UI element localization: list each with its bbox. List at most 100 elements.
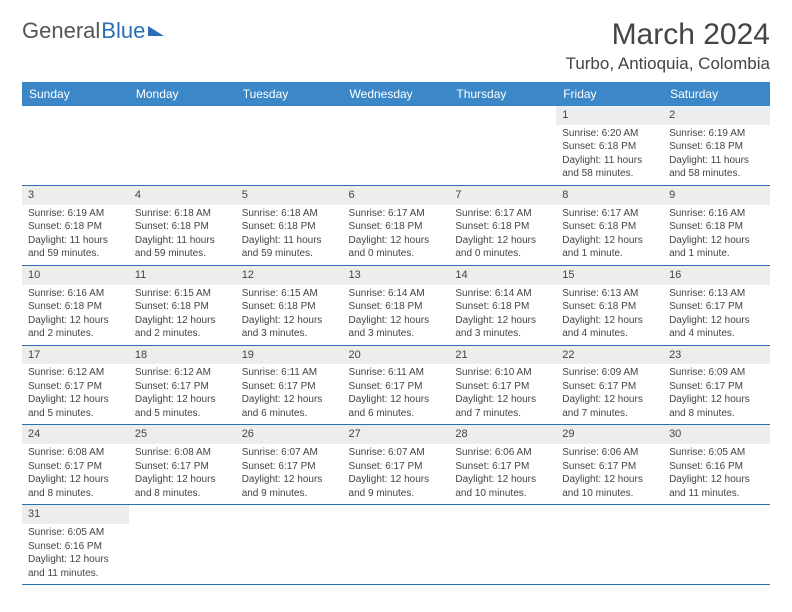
calendar-cell: 22Sunrise: 6:09 AMSunset: 6:17 PMDayligh… [556,345,663,425]
calendar-cell: 29Sunrise: 6:06 AMSunset: 6:17 PMDayligh… [556,425,663,505]
sunrise-text: Sunrise: 6:13 AM [669,287,764,301]
daylight-text: Daylight: 12 hours and 2 minutes. [28,314,123,341]
day-number: 15 [556,266,663,285]
day-body: Sunrise: 6:15 AMSunset: 6:18 PMDaylight:… [129,285,236,345]
sunrise-text: Sunrise: 6:18 AM [242,207,337,221]
calendar-cell: 20Sunrise: 6:11 AMSunset: 6:17 PMDayligh… [343,345,450,425]
calendar-cell: 8Sunrise: 6:17 AMSunset: 6:18 PMDaylight… [556,185,663,265]
calendar-cell [343,106,450,185]
sunrise-text: Sunrise: 6:09 AM [562,366,657,380]
sunset-text: Sunset: 6:18 PM [242,220,337,234]
day-number: 26 [236,425,343,444]
day-number: 30 [663,425,770,444]
location-subtitle: Turbo, Antioquia, Colombia [566,54,770,74]
calendar-row: 24Sunrise: 6:08 AMSunset: 6:17 PMDayligh… [22,425,770,505]
weekday-header: Friday [556,82,663,106]
day-body: Sunrise: 6:08 AMSunset: 6:17 PMDaylight:… [22,444,129,504]
day-number: 17 [22,346,129,365]
day-body: Sunrise: 6:14 AMSunset: 6:18 PMDaylight:… [449,285,556,345]
sunrise-text: Sunrise: 6:14 AM [455,287,550,301]
sunrise-text: Sunrise: 6:17 AM [455,207,550,221]
sunrise-text: Sunrise: 6:08 AM [135,446,230,460]
calendar-cell: 16Sunrise: 6:13 AMSunset: 6:17 PMDayligh… [663,265,770,345]
day-body: Sunrise: 6:05 AMSunset: 6:16 PMDaylight:… [22,524,129,584]
logo-text-2: Blue [101,18,145,44]
daylight-text: Daylight: 12 hours and 0 minutes. [349,234,444,261]
month-title: March 2024 [566,18,770,52]
calendar-row: 31Sunrise: 6:05 AMSunset: 6:16 PMDayligh… [22,505,770,585]
calendar-cell: 23Sunrise: 6:09 AMSunset: 6:17 PMDayligh… [663,345,770,425]
calendar-cell: 13Sunrise: 6:14 AMSunset: 6:18 PMDayligh… [343,265,450,345]
day-number: 24 [22,425,129,444]
sunrise-text: Sunrise: 6:08 AM [28,446,123,460]
day-body: Sunrise: 6:12 AMSunset: 6:17 PMDaylight:… [129,364,236,424]
sunset-text: Sunset: 6:17 PM [455,380,550,394]
daylight-text: Daylight: 12 hours and 9 minutes. [349,473,444,500]
daylight-text: Daylight: 12 hours and 3 minutes. [349,314,444,341]
page-header: GeneralBlue March 2024 Turbo, Antioquia,… [22,18,770,74]
sunrise-text: Sunrise: 6:09 AM [669,366,764,380]
day-body: Sunrise: 6:06 AMSunset: 6:17 PMDaylight:… [449,444,556,504]
sunset-text: Sunset: 6:18 PM [562,220,657,234]
day-body: Sunrise: 6:18 AMSunset: 6:18 PMDaylight:… [236,205,343,265]
day-body: Sunrise: 6:14 AMSunset: 6:18 PMDaylight:… [343,285,450,345]
calendar-cell: 18Sunrise: 6:12 AMSunset: 6:17 PMDayligh… [129,345,236,425]
daylight-text: Daylight: 12 hours and 2 minutes. [135,314,230,341]
calendar-cell [236,106,343,185]
day-body [343,110,450,164]
daylight-text: Daylight: 12 hours and 7 minutes. [562,393,657,420]
sunrise-text: Sunrise: 6:11 AM [242,366,337,380]
daylight-text: Daylight: 12 hours and 9 minutes. [242,473,337,500]
calendar-cell: 2Sunrise: 6:19 AMSunset: 6:18 PMDaylight… [663,106,770,185]
calendar-cell: 27Sunrise: 6:07 AMSunset: 6:17 PMDayligh… [343,425,450,505]
sunrise-text: Sunrise: 6:19 AM [28,207,123,221]
calendar-cell: 10Sunrise: 6:16 AMSunset: 6:18 PMDayligh… [22,265,129,345]
calendar-cell: 19Sunrise: 6:11 AMSunset: 6:17 PMDayligh… [236,345,343,425]
daylight-text: Daylight: 12 hours and 0 minutes. [455,234,550,261]
calendar-cell: 30Sunrise: 6:05 AMSunset: 6:16 PMDayligh… [663,425,770,505]
day-body [449,110,556,164]
daylight-text: Daylight: 12 hours and 11 minutes. [28,553,123,580]
calendar-cell: 25Sunrise: 6:08 AMSunset: 6:17 PMDayligh… [129,425,236,505]
day-number: 23 [663,346,770,365]
sunset-text: Sunset: 6:17 PM [28,460,123,474]
calendar-cell: 3Sunrise: 6:19 AMSunset: 6:18 PMDaylight… [22,185,129,265]
calendar-row: 3Sunrise: 6:19 AMSunset: 6:18 PMDaylight… [22,185,770,265]
day-number: 18 [129,346,236,365]
sunset-text: Sunset: 6:17 PM [135,380,230,394]
calendar-cell [663,505,770,585]
sunrise-text: Sunrise: 6:17 AM [349,207,444,221]
calendar-cell: 6Sunrise: 6:17 AMSunset: 6:18 PMDaylight… [343,185,450,265]
daylight-text: Daylight: 11 hours and 58 minutes. [669,154,764,181]
day-body [129,110,236,164]
sunrise-text: Sunrise: 6:16 AM [669,207,764,221]
daylight-text: Daylight: 12 hours and 8 minutes. [135,473,230,500]
sunset-text: Sunset: 6:18 PM [455,300,550,314]
sunrise-text: Sunrise: 6:11 AM [349,366,444,380]
daylight-text: Daylight: 12 hours and 6 minutes. [242,393,337,420]
sunset-text: Sunset: 6:17 PM [455,460,550,474]
day-body [22,110,129,164]
sunset-text: Sunset: 6:17 PM [242,380,337,394]
daylight-text: Daylight: 12 hours and 8 minutes. [28,473,123,500]
day-number: 22 [556,346,663,365]
sunset-text: Sunset: 6:17 PM [242,460,337,474]
sunset-text: Sunset: 6:18 PM [562,300,657,314]
weekday-header-row: Sunday Monday Tuesday Wednesday Thursday… [22,82,770,106]
sunset-text: Sunset: 6:18 PM [669,220,764,234]
calendar-cell: 12Sunrise: 6:15 AMSunset: 6:18 PMDayligh… [236,265,343,345]
daylight-text: Daylight: 12 hours and 10 minutes. [562,473,657,500]
day-body: Sunrise: 6:19 AMSunset: 6:18 PMDaylight:… [22,205,129,265]
calendar-cell [449,106,556,185]
calendar-cell: 7Sunrise: 6:17 AMSunset: 6:18 PMDaylight… [449,185,556,265]
sail-icon [148,26,164,36]
sunrise-text: Sunrise: 6:13 AM [562,287,657,301]
calendar-cell: 1Sunrise: 6:20 AMSunset: 6:18 PMDaylight… [556,106,663,185]
daylight-text: Daylight: 12 hours and 4 minutes. [669,314,764,341]
day-body: Sunrise: 6:06 AMSunset: 6:17 PMDaylight:… [556,444,663,504]
calendar-cell: 24Sunrise: 6:08 AMSunset: 6:17 PMDayligh… [22,425,129,505]
sunset-text: Sunset: 6:18 PM [349,220,444,234]
calendar-cell [343,505,450,585]
daylight-text: Daylight: 12 hours and 7 minutes. [455,393,550,420]
day-body: Sunrise: 6:05 AMSunset: 6:16 PMDaylight:… [663,444,770,504]
